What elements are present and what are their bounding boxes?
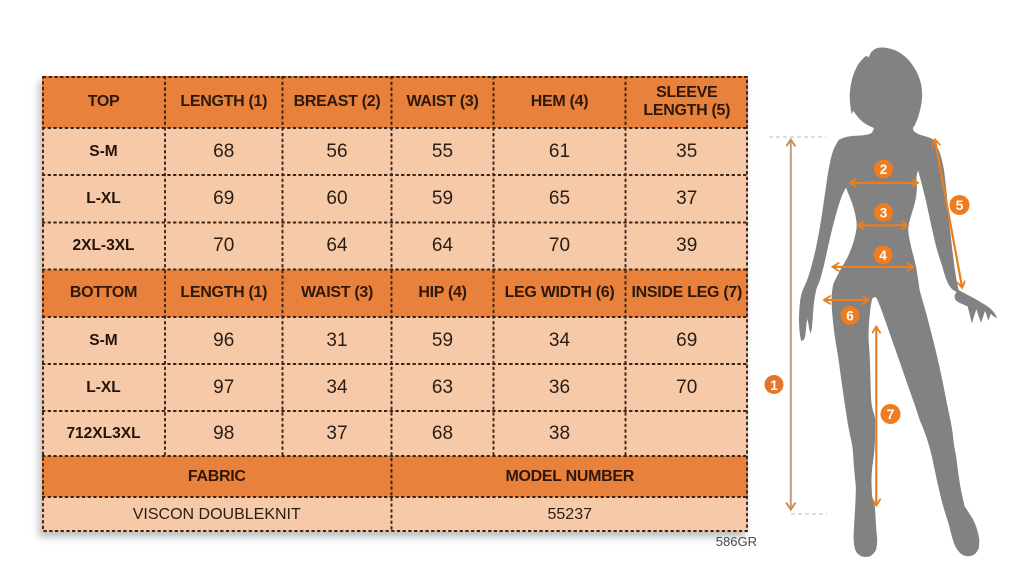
svg-text:7: 7 — [887, 406, 895, 422]
svg-text:5: 5 — [956, 197, 964, 213]
svg-text:4: 4 — [879, 248, 887, 263]
svg-text:6: 6 — [846, 309, 854, 324]
svg-text:2: 2 — [880, 162, 888, 177]
svg-text:1: 1 — [770, 377, 778, 393]
svg-text:3: 3 — [880, 206, 888, 221]
